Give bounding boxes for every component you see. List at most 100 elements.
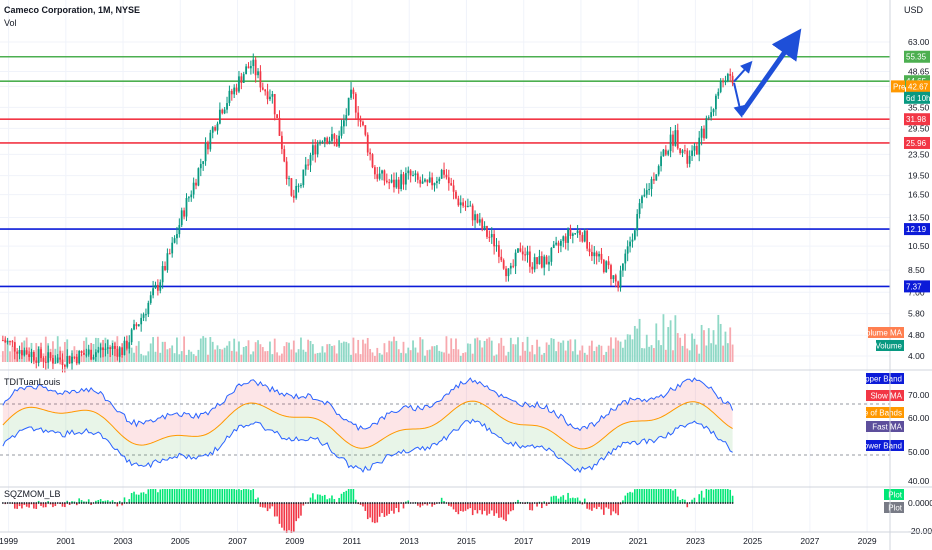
sqz-dot (135, 502, 138, 504)
volume-bar (528, 351, 531, 362)
sqz-dot (626, 502, 629, 504)
volume-bar (278, 355, 281, 362)
sqz-bar (223, 489, 226, 503)
sqz-dot (576, 502, 579, 504)
sqz-dot (581, 502, 584, 504)
sqz-bar (271, 503, 274, 507)
volume-bar (622, 347, 624, 362)
sqz-dot (207, 502, 209, 504)
candle-body (40, 349, 42, 359)
candle-body (488, 236, 491, 238)
sqz-bar (624, 495, 627, 503)
sqz-bar (52, 503, 54, 508)
sqz-bar (328, 498, 331, 503)
volume-bar (397, 349, 400, 362)
candle-body (390, 179, 393, 183)
horizontal-levels[interactable] (0, 55, 890, 288)
sqz-dot (643, 502, 646, 504)
sqz-dot (438, 502, 441, 504)
volume-bar (705, 345, 708, 362)
candle-body (173, 238, 176, 243)
volume-bar (457, 349, 460, 362)
sqz-bar (152, 489, 154, 503)
volume-bar (357, 339, 360, 362)
currency-label[interactable]: USD (904, 5, 924, 15)
candle-body (145, 314, 147, 316)
candle-body (509, 265, 512, 269)
sqz-dot (173, 502, 176, 504)
sqz-dot (469, 502, 472, 504)
sqz-bar (381, 503, 383, 514)
sqz-dot (321, 502, 324, 504)
sqz-dot (433, 502, 436, 504)
volume-bar (156, 336, 159, 362)
sqz-bar (326, 499, 328, 503)
sqz-bar (729, 489, 732, 503)
volume-bar (285, 342, 288, 362)
volume-bar (500, 337, 503, 362)
candle-body (641, 196, 643, 204)
candle-body (66, 355, 69, 367)
candle-body (183, 210, 186, 217)
sqz-dot (667, 502, 670, 504)
volume-bar (166, 349, 169, 362)
sqz-bar (338, 497, 340, 503)
sqz-dot (187, 502, 190, 504)
candle-body (128, 342, 131, 349)
sqz-bar (617, 503, 619, 516)
candle-body (125, 340, 128, 349)
trend-arrow[interactable] (739, 28, 802, 116)
sqz-bar (247, 489, 250, 503)
candle-body (667, 151, 670, 155)
sqz-dot (316, 502, 319, 504)
candle-body (185, 198, 188, 217)
sqz-dot (428, 502, 431, 504)
sqz-bar (44, 503, 47, 508)
volume-bar (421, 339, 424, 362)
volume-bar (245, 346, 248, 362)
sqz-bar (612, 503, 615, 512)
sqz-bar (130, 493, 133, 503)
volume-bar (385, 352, 388, 362)
sqz-dot (462, 502, 465, 504)
candle-body (536, 257, 538, 265)
sqz-bar (145, 493, 147, 503)
price-tag-label: 12.19 (906, 225, 927, 234)
candle-body (719, 80, 722, 92)
sqz-dot (521, 502, 524, 504)
sqz-dot (638, 502, 641, 504)
sqz-dot (61, 502, 64, 504)
candle-body (717, 91, 720, 96)
sqz-bar (552, 495, 555, 503)
volume-bar (159, 352, 162, 362)
sqz-bar (471, 503, 474, 516)
candle-body (378, 173, 381, 179)
drawn-arrows[interactable] (733, 28, 802, 118)
trend-arrow[interactable] (733, 60, 753, 83)
sqz-dot (42, 502, 45, 504)
candle-body (726, 73, 729, 82)
sqz-tick: 0.0000 (908, 498, 932, 508)
sqz-bar (364, 503, 367, 511)
sqz-dot (660, 502, 662, 504)
sqz-dot (672, 502, 674, 504)
trend-arrow[interactable] (733, 82, 746, 118)
candle-body (204, 143, 207, 162)
sqz-dot (703, 502, 705, 504)
sqz-bar (417, 503, 419, 506)
candle-body (1, 340, 4, 342)
sqz-dot (66, 502, 69, 504)
tdi-legend-label: Fast MA (872, 423, 902, 432)
sqz-dot (18, 502, 21, 504)
sqz-dot (715, 502, 717, 504)
candle-body (495, 245, 498, 247)
volume-bar (645, 334, 648, 362)
volume-bar (261, 347, 264, 362)
candle-body (75, 356, 78, 364)
candle-body (412, 175, 414, 177)
sqz-bar (421, 503, 424, 506)
candle-body (209, 132, 212, 150)
candle-body (366, 134, 369, 153)
sqz-dot (111, 502, 114, 504)
